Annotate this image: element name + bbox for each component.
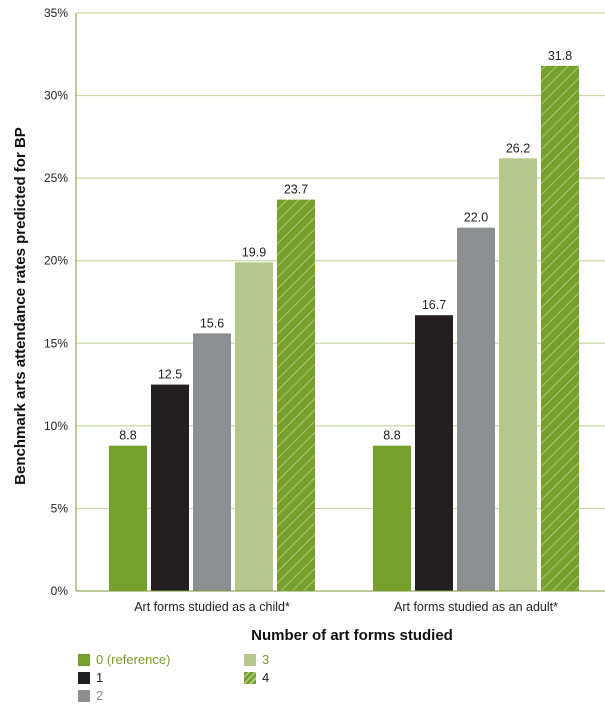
category-label: Art forms studied as a child* xyxy=(134,600,290,614)
legend-label: 0 (reference) xyxy=(96,652,171,667)
value-label: 23.7 xyxy=(284,183,308,197)
bar xyxy=(373,445,411,591)
value-label: 12.5 xyxy=(158,368,182,382)
bar xyxy=(415,315,453,591)
legend: 0 (reference) 1 2 3 4 xyxy=(78,652,378,708)
legend-label: 3 xyxy=(262,652,270,667)
legend-item: 4 xyxy=(244,670,269,685)
value-label: 26.2 xyxy=(506,141,530,155)
legend-label: 1 xyxy=(96,670,104,685)
legend-swatch xyxy=(78,653,90,666)
y-tick-label: 35% xyxy=(44,6,68,20)
legend-swatch xyxy=(244,653,256,666)
legend-swatch xyxy=(78,671,90,684)
y-tick-labels: 0% 5% 10% 15% 20% 25% 30% 35% xyxy=(44,6,68,598)
bar xyxy=(277,199,315,591)
legend-item: 3 xyxy=(244,652,269,667)
value-label: 8.8 xyxy=(119,429,136,443)
bar xyxy=(541,65,579,592)
y-tick-label: 15% xyxy=(44,336,68,350)
value-label: 22.0 xyxy=(464,211,488,225)
value-label: 15.6 xyxy=(200,316,224,330)
value-label: 8.8 xyxy=(383,429,400,443)
legend-label: 4 xyxy=(262,670,270,685)
y-tick-label: 20% xyxy=(44,254,68,268)
y-tick-label: 10% xyxy=(44,419,68,433)
category-label: Art forms studied as an adult* xyxy=(394,600,558,614)
legend-swatch xyxy=(244,671,256,684)
value-label: 31.8 xyxy=(548,49,572,63)
bar xyxy=(151,384,189,591)
legend-item: 1 xyxy=(78,670,103,685)
value-label: 16.7 xyxy=(422,298,446,312)
y-tick-label: 25% xyxy=(44,171,68,185)
bar-chart: 0% 5% 10% 15% 20% 25% 30% 35% 8.8 12.5 15.6 19.9 23… xyxy=(12,6,605,644)
bar xyxy=(109,445,147,591)
legend-item: 2 xyxy=(78,688,103,703)
bars xyxy=(109,65,579,592)
x-axis-title: Number of art forms studied xyxy=(251,627,453,644)
value-label: 19.9 xyxy=(242,245,266,259)
bar xyxy=(235,262,273,591)
legend-swatch xyxy=(78,689,90,702)
bar xyxy=(457,227,495,591)
legend-item: 0 (reference) xyxy=(78,652,170,667)
bar xyxy=(499,158,537,591)
value-labels: 8.8 12.5 15.6 19.9 23.7 8.8 16.7 22.0 26.2 31.8 xyxy=(119,49,572,443)
bar xyxy=(193,333,231,591)
y-tick-label: 0% xyxy=(51,584,69,598)
category-labels: Art forms studied as a child* Art forms s… xyxy=(134,600,558,614)
y-tick-label: 5% xyxy=(51,501,69,515)
y-axis-title: Benchmark arts attendance rates predicte… xyxy=(12,127,29,485)
y-tick-label: 30% xyxy=(44,89,68,103)
legend-label: 2 xyxy=(96,688,104,703)
